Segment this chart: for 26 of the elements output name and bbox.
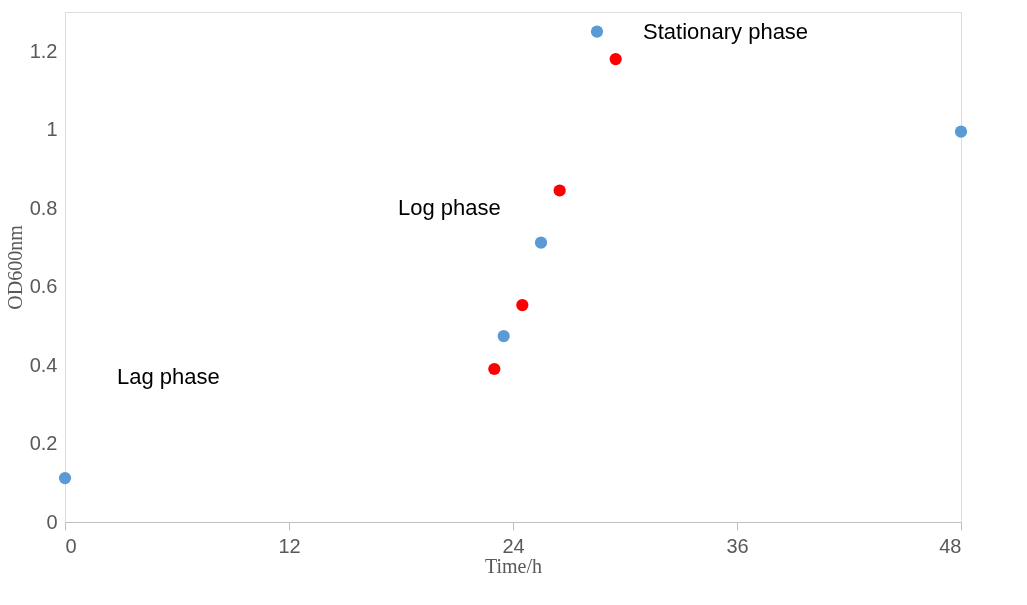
point <box>488 362 501 376</box>
point <box>590 25 604 38</box>
x-tick-label: 48 <box>939 534 962 557</box>
point <box>609 52 622 66</box>
annotation: Stationary phase <box>643 19 809 44</box>
point <box>954 125 968 138</box>
y-tick-label: 1 <box>46 118 58 141</box>
x-tick-label: 0 <box>65 534 77 557</box>
point <box>534 236 548 249</box>
y-tick-label: 0.2 <box>29 432 58 455</box>
point <box>497 329 510 343</box>
annotation: Log phase <box>398 195 501 220</box>
y-tick-label: 0.6 <box>29 275 58 298</box>
x-tick-label: 24 <box>502 534 525 557</box>
y-tick-label: 1.2 <box>29 39 58 62</box>
x-axis-title: Time/h <box>484 554 543 577</box>
y-tick-label: 0.4 <box>29 353 58 376</box>
point <box>553 184 566 197</box>
point <box>516 298 529 312</box>
x-tick-label: 12 <box>278 534 301 557</box>
y-axis-title: OD600nm <box>3 224 26 310</box>
point <box>58 471 72 485</box>
y-tick-label: 0 <box>46 510 58 533</box>
annotation: Lag phase <box>117 364 220 389</box>
y-tick-label: 0.8 <box>29 196 58 219</box>
x-tick-label: 36 <box>726 534 749 557</box>
